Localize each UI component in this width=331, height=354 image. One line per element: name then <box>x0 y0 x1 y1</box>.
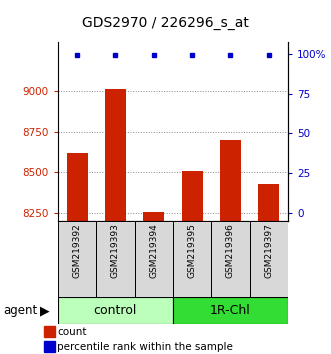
Bar <box>173 297 288 324</box>
Text: percentile rank within the sample: percentile rank within the sample <box>57 342 233 352</box>
Bar <box>220 140 241 221</box>
Bar <box>135 221 173 297</box>
Text: GSM219394: GSM219394 <box>149 223 158 278</box>
Text: GSM219396: GSM219396 <box>226 223 235 278</box>
Text: 1R-Chl: 1R-Chl <box>210 304 251 317</box>
Text: agent: agent <box>3 304 37 317</box>
Bar <box>58 297 173 324</box>
Text: GSM219393: GSM219393 <box>111 223 120 278</box>
Bar <box>44 341 55 353</box>
Text: GSM219392: GSM219392 <box>72 223 82 278</box>
Bar <box>173 221 211 297</box>
Bar <box>182 171 203 221</box>
Bar <box>44 326 55 337</box>
Bar <box>58 221 96 297</box>
Bar <box>105 89 126 221</box>
Bar <box>211 221 250 297</box>
Bar <box>250 221 288 297</box>
Text: count: count <box>57 327 87 337</box>
Text: GDS2970 / 226296_s_at: GDS2970 / 226296_s_at <box>82 16 249 30</box>
Text: GSM219397: GSM219397 <box>264 223 273 278</box>
Text: GSM219395: GSM219395 <box>188 223 197 278</box>
Bar <box>96 221 135 297</box>
Bar <box>258 184 279 221</box>
Text: ▶: ▶ <box>40 304 50 317</box>
Bar <box>67 153 88 221</box>
Text: control: control <box>94 304 137 317</box>
Bar <box>143 212 164 221</box>
